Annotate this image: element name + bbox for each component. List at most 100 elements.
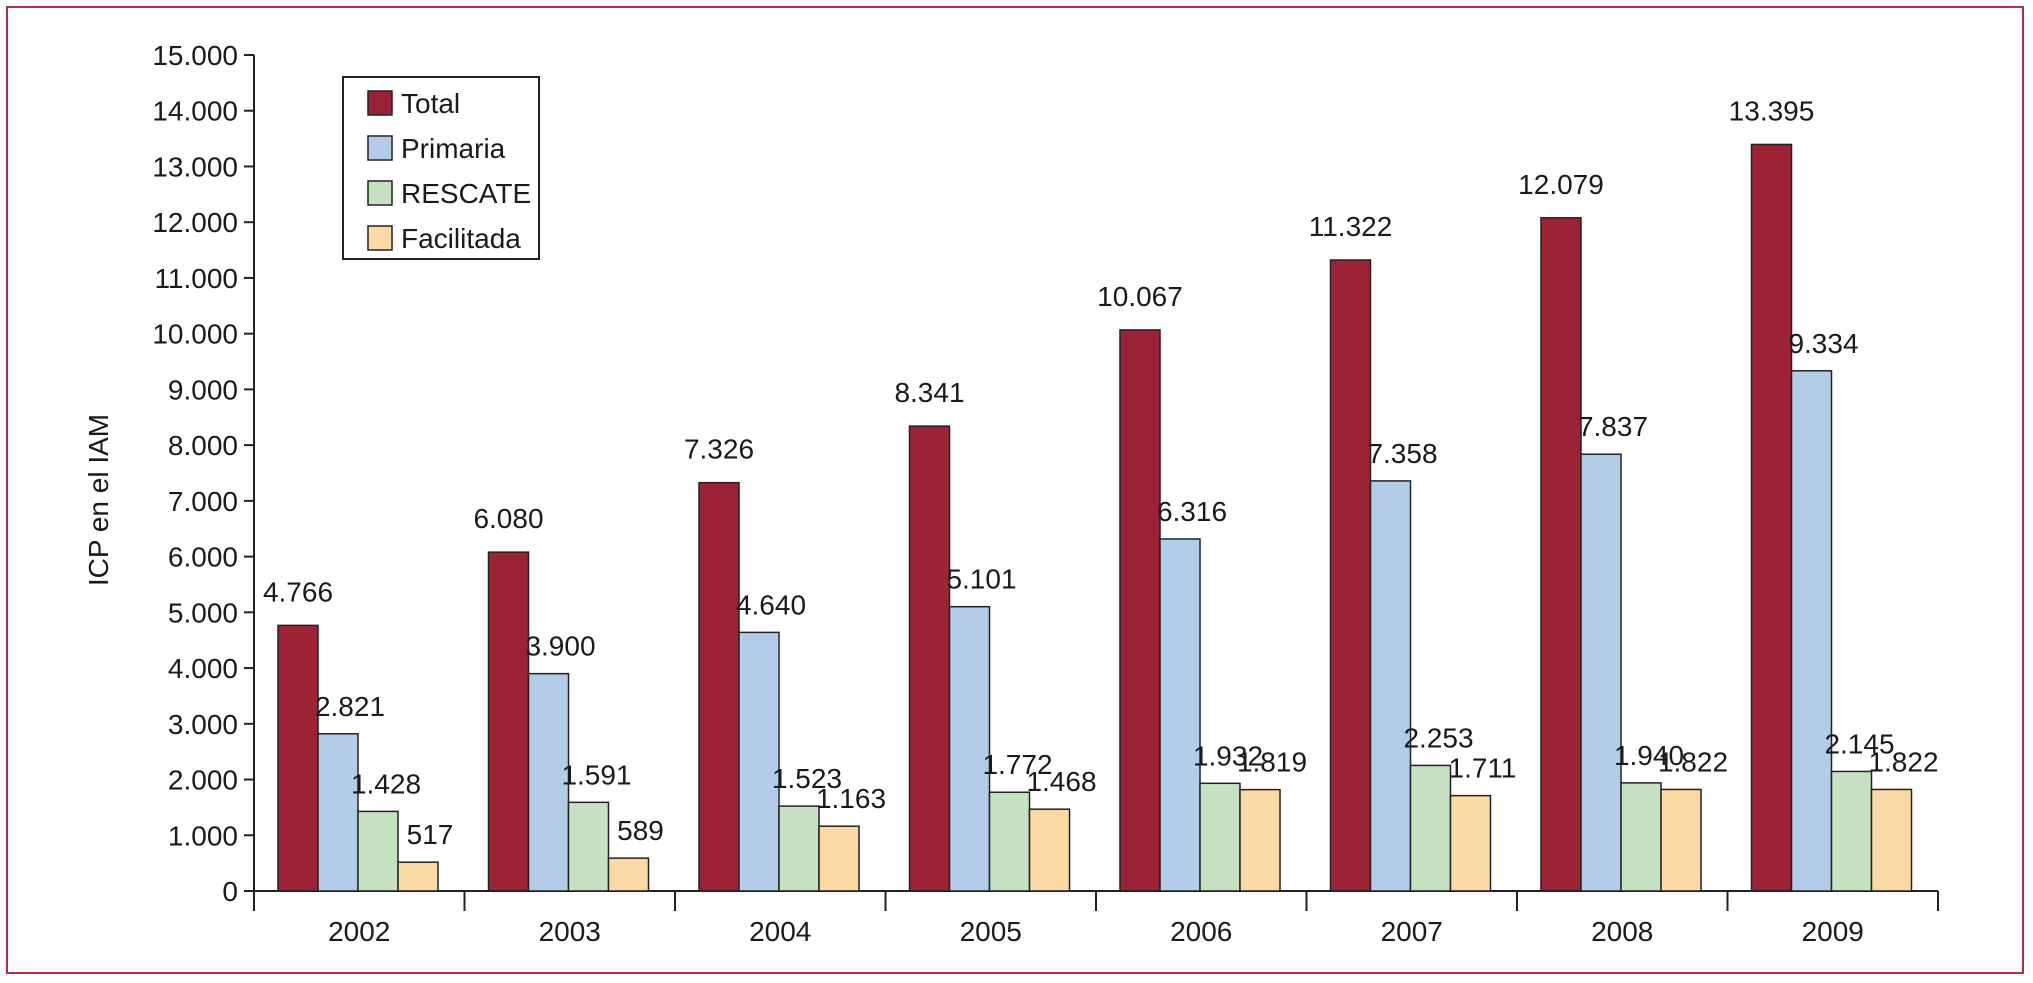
legend-label-total: Total [401, 88, 460, 119]
data-labels: 4.766 6.080 7.326 8.341 10.067 11.322 12.079 13… [263, 95, 1939, 850]
data-label-facilitada-2008: 1.822 [1658, 746, 1728, 777]
data-label-primaria-2009: 9.334 [1788, 328, 1858, 359]
x-tick-label: 2009 [1802, 916, 1864, 947]
bar-primaria-2009 [1790, 370, 1833, 892]
bar-facilitada-2007 [1449, 794, 1492, 892]
data-label-facilitada-2004: 1.163 [816, 783, 886, 814]
data-label-rescate-2008: 1.940 [1614, 740, 1684, 771]
data-label-rescate-2005: 1.772 [982, 749, 1052, 780]
y-tick-label: 14.000 [152, 96, 238, 127]
bar-facilitada-2009 [1870, 788, 1913, 892]
data-label-primaria-2007: 7.358 [1367, 438, 1437, 469]
bar-primaria-2006 [1159, 538, 1201, 892]
bar-primaria-2007 [1369, 480, 1412, 892]
data-label-primaria-2005: 5.101 [946, 564, 1016, 595]
y-tick-label: 11.000 [154, 263, 238, 294]
y-tick-label: 7.000 [168, 486, 238, 517]
x-tick-label: 2007 [1381, 916, 1443, 947]
y-tick-label: 8.000 [168, 430, 238, 461]
data-label-facilitada-2007: 1.711 [1449, 753, 1517, 784]
data-label-rescate-2009: 2.145 [1824, 728, 1894, 759]
bar-rescate-2005 [988, 791, 1031, 892]
bar-rescate-2006 [1199, 782, 1241, 892]
bar-rescate-2007 [1409, 764, 1452, 892]
bar-primaria-2003 [527, 672, 570, 892]
data-label-total-2007: 11.322 [1309, 211, 1393, 242]
y-tick-label: 4.000 [168, 653, 238, 684]
legend: Total Primaria RESCATE Facilitada [342, 76, 540, 260]
legend-swatch-facilitada [367, 225, 393, 251]
data-label-facilitada-2003: 589 [617, 815, 664, 846]
y-tick-label: 0 [222, 876, 238, 907]
bar-total-2009 [1750, 143, 1793, 892]
data-label-primaria-2003: 3.900 [525, 631, 595, 662]
data-label-rescate-2003: 1.591 [561, 759, 631, 790]
data-label-total-2002: 4.766 [263, 576, 333, 607]
bar-primaria-2008 [1580, 453, 1622, 892]
bars [277, 143, 1913, 892]
data-label-rescate-2002: 1.428 [351, 768, 421, 799]
bar-rescate-2003 [567, 801, 610, 892]
bar-total-2005 [908, 425, 951, 892]
x-axis: 2002 2003 2004 2005 2006 2007 2008 2009 [253, 890, 1939, 947]
data-label-facilitada-2009: 1.822 [1868, 746, 1938, 777]
bar-total-2004 [698, 481, 740, 892]
data-label-rescate-2004: 1.523 [772, 763, 842, 794]
chart-frame [6, 6, 2024, 974]
x-tick-label: 2002 [328, 916, 390, 947]
data-label-total-2008: 12.079 [1518, 169, 1604, 200]
x-tick-label: 2005 [960, 916, 1022, 947]
data-label-rescate-2006: 1.932 [1193, 740, 1263, 771]
data-label-primaria-2002: 2.821 [315, 691, 385, 722]
data-label-facilitada-2006: 1.819 [1237, 747, 1307, 778]
data-label-total-2006: 10.067 [1097, 281, 1183, 312]
bar-facilitada-2005 [1028, 808, 1071, 892]
legend-label-rescate: RESCATE [401, 178, 531, 209]
bar-facilitada-2006 [1239, 788, 1281, 892]
data-label-facilitada-2002: 517 [407, 819, 454, 850]
data-label-primaria-2008: 7.837 [1578, 411, 1648, 442]
data-label-total-2004: 7.326 [684, 434, 754, 465]
data-label-total-2009: 13.395 [1729, 95, 1815, 126]
y-axis-title: ICP en el IAM [83, 414, 114, 586]
y-tick-label: 2.000 [168, 765, 238, 796]
y-tick-label: 15.000 [152, 40, 238, 71]
legend-label-primaria: Primaria [401, 133, 506, 164]
x-tick-label: 2006 [1170, 916, 1232, 947]
legend-swatch-primaria [367, 135, 393, 161]
bar-primaria-2004 [738, 631, 780, 892]
data-label-primaria-2006: 6.316 [1157, 496, 1227, 527]
data-label-facilitada-2005: 1.468 [1026, 766, 1096, 797]
bar-facilitada-2002 [397, 861, 439, 892]
y-tick-label: 9.000 [168, 374, 238, 405]
y-tick-label: 13.000 [152, 151, 238, 182]
y-tick-label: 5.000 [168, 597, 238, 628]
x-tick-label: 2003 [539, 916, 601, 947]
data-label-primaria-2004: 4.640 [736, 589, 806, 620]
x-tick-label: 2004 [749, 916, 811, 947]
data-label-total-2005: 8.341 [894, 377, 964, 408]
bar-primaria-2002 [317, 733, 359, 892]
data-label-total-2003: 6.080 [473, 503, 543, 534]
bar-total-2007 [1329, 259, 1372, 892]
y-tick-label: 12.000 [152, 207, 238, 238]
bar-rescate-2002 [357, 810, 399, 892]
bar-facilitada-2004 [818, 825, 860, 892]
bar-facilitada-2008 [1660, 788, 1702, 892]
bar-facilitada-2003 [607, 857, 650, 892]
y-tick-label: 3.000 [168, 709, 238, 740]
legend-label-facilitada: Facilitada [401, 223, 521, 254]
bar-rescate-2004 [778, 805, 820, 892]
y-tick-label: 1.000 [168, 820, 238, 851]
x-tick-label: 2008 [1591, 916, 1653, 947]
bar-total-2003 [487, 551, 530, 892]
bar-total-2006 [1119, 329, 1161, 892]
data-label-rescate-2007: 2.253 [1403, 722, 1473, 753]
bar-total-2008 [1540, 217, 1582, 892]
bar-primaria-2005 [948, 605, 991, 892]
legend-swatch-rescate [367, 180, 393, 206]
y-axis: 0 1.000 2.000 3.000 4.000 5.000 6.000 7.000 8.00… [152, 40, 255, 907]
y-tick-label: 10.000 [152, 319, 238, 350]
bar-total-2002 [277, 624, 319, 892]
